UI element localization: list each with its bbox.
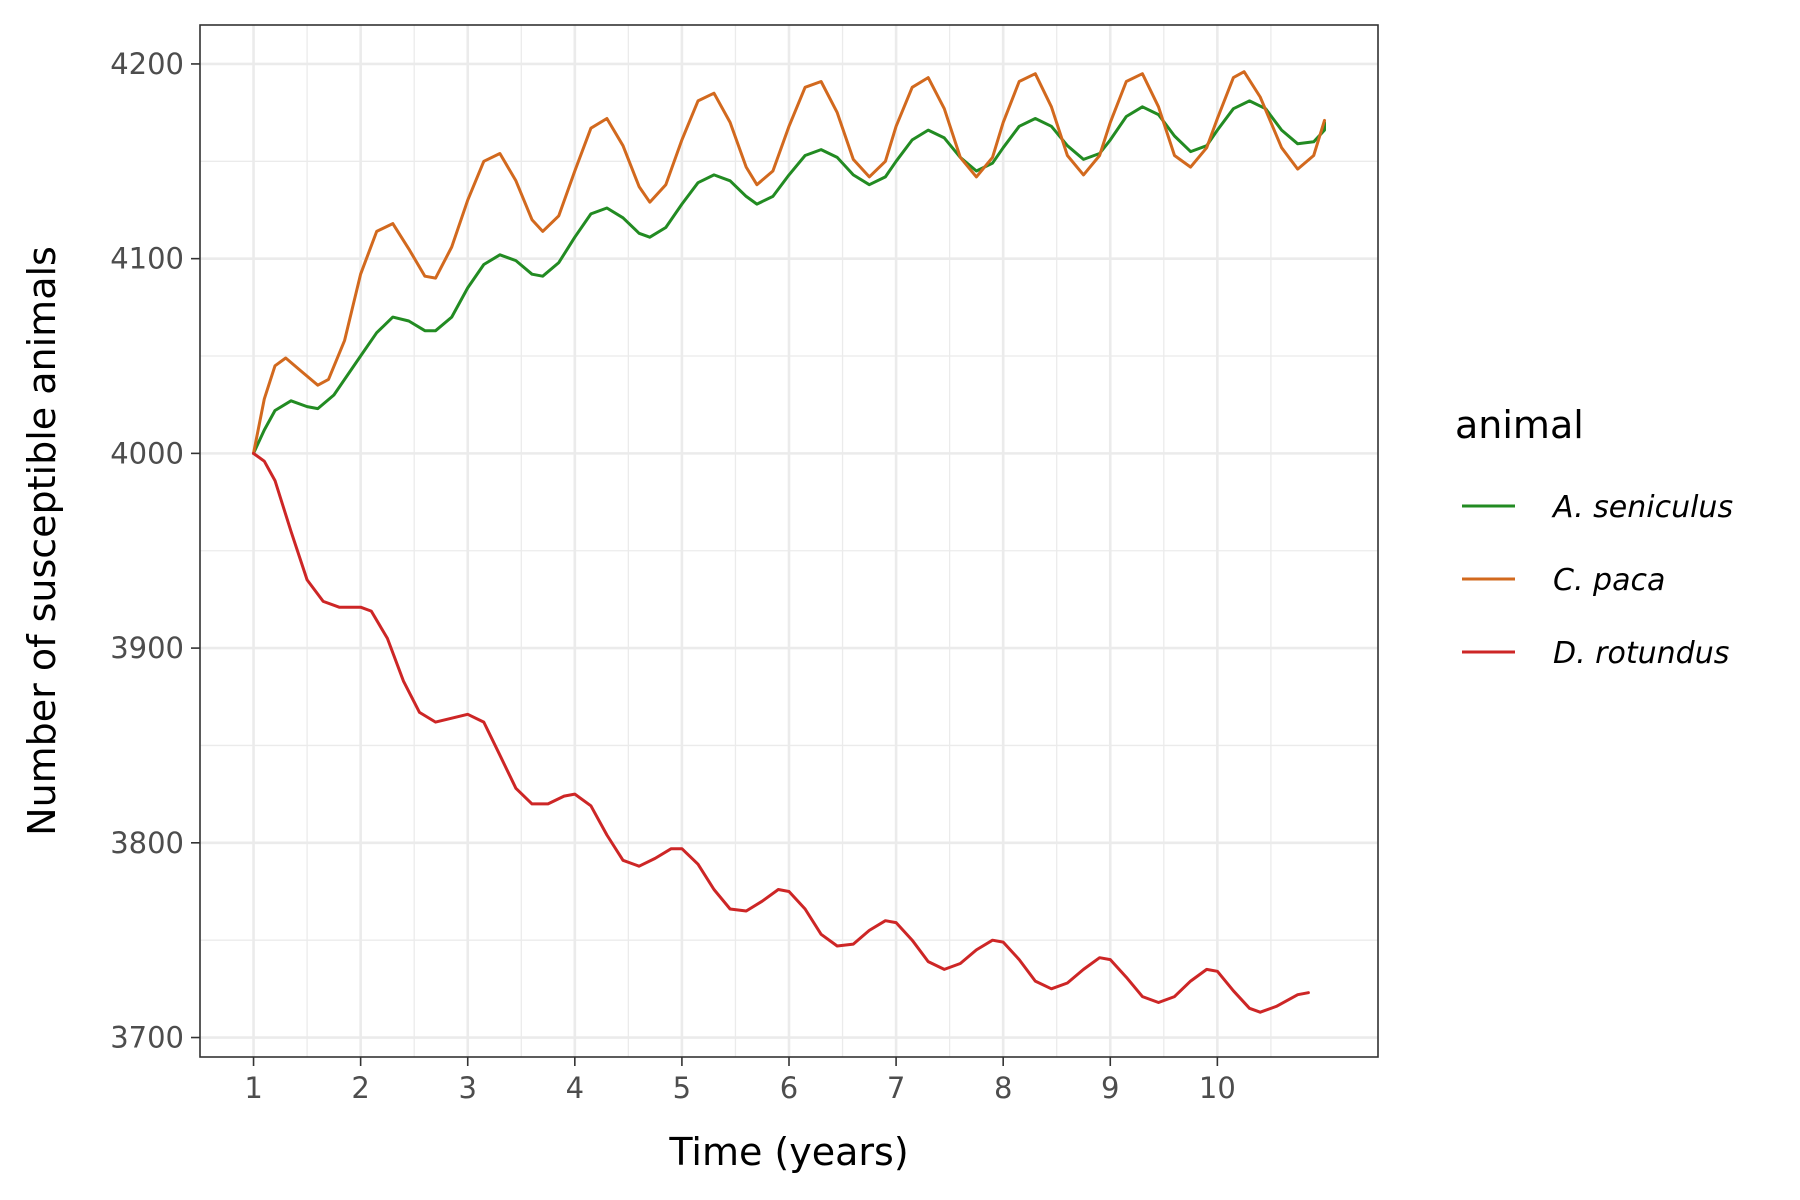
- legend-label: D. rotundus: [1553, 636, 1729, 671]
- y-axis-ticks: 3700 3800 3900 4000 4100 4200: [110, 47, 200, 1055]
- x-tick-label: 3: [459, 1071, 477, 1105]
- x-tick-label: 1: [244, 1071, 262, 1105]
- y-tick-label: 3800: [110, 826, 184, 860]
- x-tick-label: 2: [351, 1071, 369, 1105]
- y-tick-label: 4000: [110, 436, 184, 470]
- legend: animal A. seniculus C. paca D. rotundus: [1455, 403, 1733, 671]
- y-axis-title: Number of susceptible animals: [20, 246, 64, 836]
- x-tick-label: 8: [994, 1071, 1012, 1105]
- series-line-d-rotundus: [252, 451, 1310, 1014]
- major-gridlines: [200, 25, 1378, 1057]
- series-line-c-paca: [252, 70, 1326, 455]
- y-tick-label: 3900: [110, 631, 184, 665]
- x-tick-label: 10: [1199, 1071, 1236, 1105]
- series-lines: [252, 70, 1326, 1014]
- x-axis-ticks: 1 2 3 4 5 6 7 8 9 10: [244, 1057, 1236, 1105]
- legend-label: A. seniculus: [1551, 490, 1733, 525]
- x-axis-title: Time (years): [668, 1130, 908, 1174]
- x-tick-label: 4: [566, 1071, 584, 1105]
- x-tick-label: 7: [887, 1071, 905, 1105]
- legend-items: A. seniculus C. paca D. rotundus: [1462, 490, 1733, 671]
- y-tick-label: 4200: [110, 47, 184, 81]
- y-tick-label: 3700: [110, 1021, 184, 1055]
- legend-label: C. paca: [1553, 563, 1665, 598]
- x-tick-label: 9: [1101, 1071, 1119, 1105]
- legend-title: animal: [1455, 403, 1584, 447]
- y-tick-label: 4100: [110, 242, 184, 276]
- x-tick-label: 5: [673, 1071, 691, 1105]
- x-tick-label: 6: [780, 1071, 798, 1105]
- series-line-a-seniculus: [252, 99, 1326, 455]
